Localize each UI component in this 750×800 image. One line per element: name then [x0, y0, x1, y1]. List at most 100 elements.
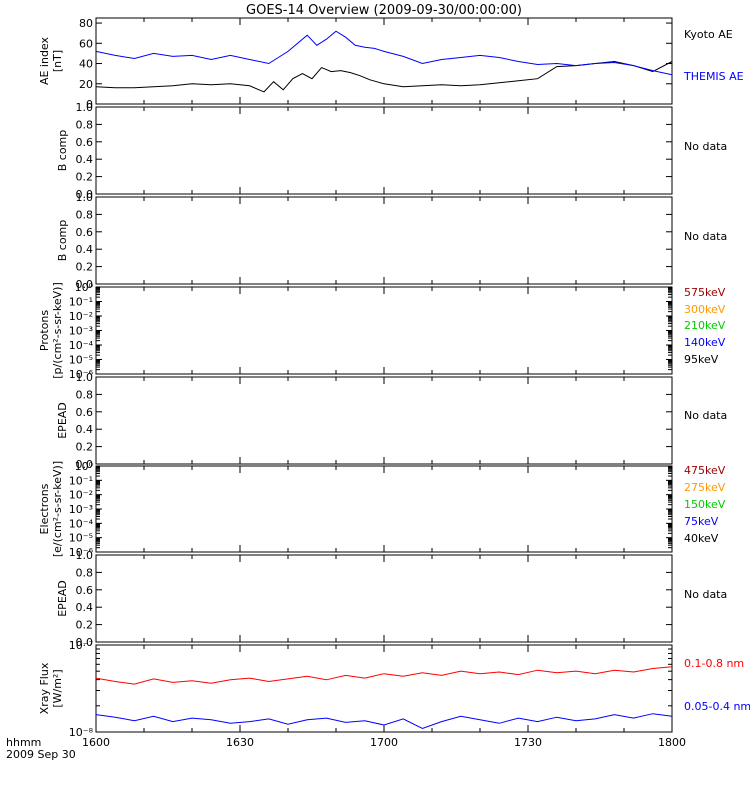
panel-frame — [95, 554, 673, 643]
panel-bcomp1: 0.0 0.2 0.4 0.6 0.8 1.0 B comp No data — [56, 101, 727, 201]
y-tick-label: 10⁻⁵ — [69, 532, 93, 545]
x-tick-label: 1800 — [658, 736, 686, 749]
panel-epead2: 0.0 0.2 0.4 0.6 0.8 1.0 EPEAD No data — [56, 549, 727, 649]
panel-protons: 10⁻⁶10⁻⁵ 10⁻⁴10⁻³ 10⁻²10⁻¹ 10⁰ Protons [p/(cm… — [38, 281, 726, 381]
y-tick-label: 0.4 — [76, 153, 94, 166]
y-axis-label: EPEAD — [56, 580, 69, 617]
y-tick-label: 0.4 — [76, 243, 94, 256]
y-tick-label: 10⁻⁴ — [69, 517, 94, 530]
series-line — [95, 713, 673, 730]
y-axis-label: AE index — [38, 36, 51, 85]
y-tick-label: 0.2 — [76, 619, 94, 632]
legend-entry: 140keV — [684, 336, 726, 349]
legend-entry: 475keV — [684, 464, 726, 477]
y-tick-label: 0.2 — [76, 441, 94, 454]
y-tick-label: 10⁻⁵ — [69, 354, 93, 367]
y-tick-label: 0.0 — [76, 458, 94, 471]
legend-entry: 40keV — [684, 532, 719, 545]
legend-entry: 300keV — [684, 303, 726, 316]
y-tick-label: 0.4 — [76, 601, 94, 614]
y-tick-label: 0 — [86, 98, 93, 111]
y-tick-label: 1.0 — [76, 371, 94, 384]
legend-entry: No data — [684, 230, 727, 243]
y-tick-label: 0.8 — [76, 118, 94, 131]
time-axis: 1600 1630 1700 1730 1800 — [82, 736, 686, 749]
y-axis-label: EPEAD — [56, 402, 69, 439]
y-axis-label: B comp — [56, 130, 69, 172]
series-line — [95, 666, 673, 685]
panel-epead1: 0.0 0.2 0.4 0.6 0.8 1.0 EPEAD No data — [56, 371, 727, 471]
legend-entry: 0.05-0.4 nm — [684, 700, 750, 713]
legend-entry: 75keV — [684, 515, 719, 528]
y-tick-label: 0.8 — [76, 388, 94, 401]
y-tick-label: 0.6 — [76, 584, 94, 597]
y-tick-label: 1.0 — [76, 549, 94, 562]
y-tick-label: 10⁻⁸ — [69, 726, 94, 739]
panel-frame — [95, 106, 673, 195]
legend-entry: No data — [684, 140, 727, 153]
series-line — [95, 60, 673, 93]
legend-entry: 0.1-0.8 nm — [684, 657, 744, 670]
panel-frame — [95, 644, 673, 733]
legend-entry: No data — [684, 588, 727, 601]
y-tick-label: 60 — [79, 37, 93, 50]
y-tick-label: 1.0 — [76, 191, 94, 204]
y-axis-label: Protons — [38, 310, 51, 351]
y-tick-label: 10⁻⁴ — [69, 339, 94, 352]
y-tick-label: 10⁻⁶ — [69, 546, 94, 559]
y-tick-label: 1.0 — [76, 101, 94, 114]
y-tick-label: 20 — [79, 78, 93, 91]
y-tick-label: 10⁻⁷ — [69, 639, 93, 652]
y-tick-label: 0.6 — [76, 406, 94, 419]
y-tick-label: 10⁻² — [69, 489, 93, 502]
y-axis-label: Electrons — [38, 483, 51, 534]
y-tick-label: 0.0 — [76, 278, 94, 291]
panel-ae: 0 20 40 60 80 AE index [nT] Kyoto AE THEMIS AE — [38, 17, 744, 111]
plot-title: GOES-14 Overview (2009-09-30/00:00:00) — [246, 3, 522, 18]
series-line — [95, 30, 673, 76]
panels: 0 20 40 60 80 AE index [nT] Kyoto AE THEMIS AE 0.… — [38, 17, 750, 739]
panel-frame — [95, 17, 673, 105]
legend-entry: 150keV — [684, 498, 726, 511]
y-tick-label: 80 — [79, 17, 93, 30]
y-tick-label: 0.2 — [76, 261, 94, 274]
panel-frame — [95, 376, 673, 465]
legend-entry: 95keV — [684, 353, 719, 366]
y-tick-label: 0.2 — [76, 171, 94, 184]
x-tick-label: 1700 — [370, 736, 398, 749]
legend-entry: 210keV — [684, 319, 726, 332]
y-axis-label: [nT] — [51, 50, 64, 72]
y-tick-label: 10⁻¹ — [69, 296, 93, 309]
time-label: hhmm — [6, 736, 41, 749]
y-axis-label: [e/(cm²-s-sr-keV)] — [51, 461, 64, 557]
y-tick-label: 10⁰ — [75, 281, 94, 294]
y-axis-label: Xray Flux — [38, 662, 51, 714]
legend-entry: THEMIS AE — [683, 70, 744, 83]
legend-entry: Kyoto AE — [684, 28, 733, 41]
y-tick-label: 0.0 — [76, 636, 94, 649]
y-axis-label: B comp — [56, 220, 69, 262]
y-tick-label: 0.6 — [76, 226, 94, 239]
y-tick-label: 10⁻⁶ — [69, 368, 94, 381]
panel-xray: 10⁻⁸ 10⁻⁷ Xray Flux [W/m²] 0.1-0.8 nm 0.05-0.… — [38, 639, 750, 739]
y-tick-label: 10⁻² — [69, 310, 93, 323]
y-tick-label: 40 — [79, 58, 93, 71]
panel-frame — [95, 196, 673, 285]
y-axis-label: [W/m²] — [51, 669, 64, 707]
y-tick-label: 0.8 — [76, 566, 94, 579]
y-tick-label: 0.4 — [76, 423, 94, 436]
panel-frame — [95, 465, 673, 553]
legend-entry: No data — [684, 409, 727, 422]
y-tick-label: 0.8 — [76, 208, 94, 221]
y-tick-label: 10⁻³ — [69, 325, 93, 338]
panel-bcomp2: 0.0 0.2 0.4 0.6 0.8 1.0 B comp No data — [56, 191, 727, 291]
y-tick-label: 0.6 — [76, 136, 94, 149]
y-tick-label: 10⁻¹ — [69, 474, 93, 487]
x-tick-label: 1730 — [514, 736, 542, 749]
panel-frame — [95, 286, 673, 375]
x-tick-label: 1630 — [226, 736, 254, 749]
legend-entry: 275keV — [684, 481, 726, 494]
y-axis-label: [p/(cm²-s-sr-keV)] — [51, 282, 64, 379]
